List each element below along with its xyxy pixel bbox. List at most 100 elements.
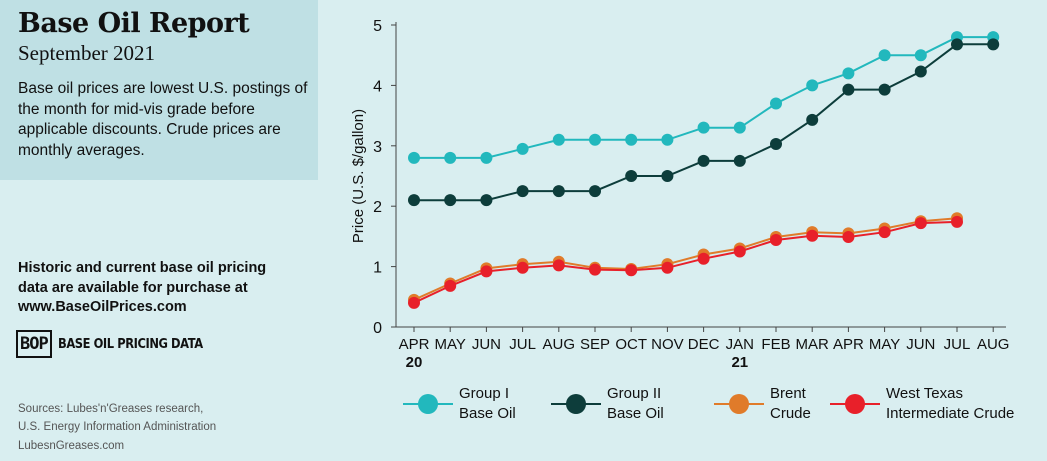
- report-description: Base oil prices are lowest U.S. postings…: [18, 80, 308, 159]
- x-tick-label: FEB: [761, 336, 790, 353]
- data-point: [842, 67, 855, 80]
- legend-swatch-dot: [729, 394, 749, 414]
- x-tick-label: APR: [399, 336, 430, 353]
- x-tick-label: MAY: [869, 336, 900, 353]
- legend-label-line: Group I: [459, 385, 510, 402]
- data-point: [951, 38, 963, 51]
- data-point: [697, 252, 710, 265]
- data-point: [733, 245, 746, 258]
- legend-swatch: [714, 394, 764, 414]
- x-tick-label: APR: [833, 336, 864, 353]
- data-point: [589, 133, 601, 146]
- data-point: [625, 133, 638, 146]
- data-point: [661, 133, 674, 146]
- data-point: [516, 142, 529, 155]
- x-tick-label: AUG: [977, 336, 1010, 353]
- x-tick-label: AUG: [543, 336, 576, 353]
- x-tick-label: MAR: [796, 336, 830, 353]
- data-point: [770, 234, 782, 247]
- x-tick-label: MAY: [434, 336, 465, 353]
- data-point: [444, 194, 457, 207]
- legend-label-line: Crude: [770, 405, 811, 422]
- data-point: [987, 38, 1000, 51]
- data-point: [733, 154, 746, 167]
- data-point: [733, 121, 746, 134]
- data-point: [408, 194, 420, 207]
- report-subtitle: September 2021: [18, 41, 156, 65]
- x-tick-label: DEC: [688, 336, 720, 353]
- series-line: [413, 220, 958, 304]
- x-tick-label: JAN: [726, 336, 754, 353]
- data-point: [625, 264, 638, 277]
- data-point: [625, 170, 638, 182]
- data-point: [697, 154, 710, 167]
- purchase-line-1: Historic and current base oil pricing: [18, 260, 267, 276]
- x-tick-label: NOV: [651, 336, 684, 353]
- data-point: [408, 151, 420, 164]
- data-point: [914, 217, 927, 230]
- legend-item: West Texas Intermediate Crude: [830, 384, 1014, 424]
- legend-label-line: Base Oil: [459, 405, 516, 422]
- x-tick-label: JUN: [472, 336, 501, 353]
- legend-item: Brent Crude: [714, 384, 811, 424]
- data-point: [878, 49, 891, 62]
- y-tick-label: 3: [373, 139, 382, 156]
- legend-label-line: Intermediate Crude: [886, 405, 1015, 422]
- data-point: [770, 97, 782, 110]
- legend-label: Group I Base Oil: [459, 384, 516, 424]
- data-point: [552, 259, 565, 272]
- header-panel: [0, 0, 318, 180]
- legend-label-line: Brent: [770, 385, 806, 402]
- series-line: [413, 217, 958, 301]
- data-point: [516, 185, 529, 198]
- bop-logo-mark: BOP: [16, 330, 52, 358]
- data-point: [408, 296, 420, 309]
- series-line: [414, 36, 994, 159]
- data-point: [552, 133, 565, 146]
- data-point: [697, 121, 710, 134]
- legend-label: West Texas Intermediate Crude: [886, 384, 1014, 424]
- legend-label: Group II Base Oil: [607, 384, 664, 424]
- data-point: [806, 113, 819, 126]
- data-point: [480, 151, 493, 164]
- y-tick-label: 1: [373, 260, 382, 277]
- x-tick-label: JUL: [509, 336, 536, 353]
- legend-label-line: Base Oil: [607, 405, 664, 422]
- sources-line-2: U.S. Energy Information Administration: [18, 420, 217, 433]
- purchase-line-2: data are available for purchase at: [18, 279, 248, 296]
- data-point: [444, 279, 457, 292]
- data-point: [878, 226, 891, 239]
- x-tick-label: JUN: [906, 336, 935, 353]
- y-tick-label: 0: [373, 320, 382, 337]
- legend-item: Group I Base Oil: [403, 384, 516, 424]
- data-point: [589, 185, 601, 198]
- legend-swatch: [830, 394, 880, 414]
- legend-swatch-dot: [845, 394, 865, 414]
- legend-label-line: West Texas: [886, 385, 963, 402]
- sources-note: Sources: Lubes'n'Greases research, U.S. …: [18, 401, 216, 436]
- site-credit: LubesnGreases.com: [18, 440, 125, 452]
- data-point: [914, 49, 927, 62]
- legend-swatch-dot: [566, 394, 586, 414]
- y-tick-label: 4: [373, 78, 382, 95]
- data-point: [878, 83, 891, 96]
- legend-label: Brent Crude: [770, 384, 811, 424]
- report-title: Base Oil Report: [18, 8, 250, 39]
- data-point: [914, 65, 927, 78]
- legend-label-line: Group II: [607, 385, 662, 402]
- x-tick-label: SEP: [580, 336, 610, 353]
- bop-logo: BOP BASE OIL PRICING DATA: [16, 330, 228, 358]
- data-point: [516, 261, 529, 274]
- data-point: [444, 151, 457, 164]
- x-year-label: 20: [406, 354, 423, 371]
- purchase-note: Historic and current base oil pricing da…: [18, 259, 318, 318]
- data-point: [770, 137, 782, 150]
- data-point: [480, 265, 493, 278]
- y-axis-title: Price (U.S. $/gallon): [350, 109, 367, 243]
- data-point: [951, 215, 963, 228]
- legend-swatch: [403, 394, 453, 414]
- data-point: [806, 79, 819, 92]
- data-point: [842, 231, 855, 244]
- purchase-url: www.BaseOilPrices.com: [18, 299, 187, 315]
